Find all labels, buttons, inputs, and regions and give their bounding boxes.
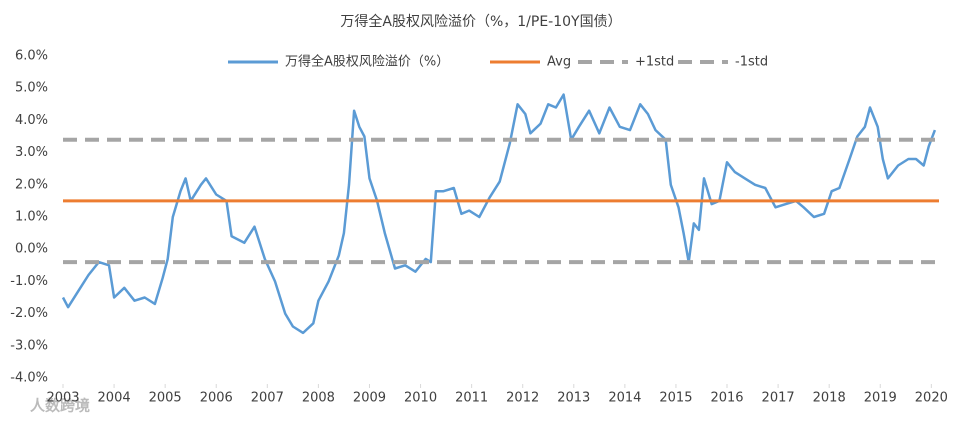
x-tick-label: 2006	[200, 391, 233, 406]
y-tick-label: -2.0%	[10, 306, 48, 321]
x-tick-label: 2020	[915, 391, 948, 406]
y-tick-label: 4.0%	[15, 113, 48, 128]
series-line	[61, 93, 937, 335]
x-tick-label: 2019	[864, 391, 897, 406]
legend-label: +1std	[635, 55, 674, 70]
y-tick-label: 3.0%	[15, 145, 48, 160]
y-tick-label: -4.0%	[10, 371, 48, 386]
y-tick-label: 2.0%	[15, 177, 48, 192]
x-tick-label: 2015	[659, 391, 692, 406]
y-tick-label: 5.0%	[15, 81, 48, 96]
y-tick-label: 6.0%	[15, 49, 48, 64]
legend-label: -1std	[735, 55, 768, 70]
x-tick-label: 2008	[302, 391, 335, 406]
x-tick-label: 2014	[608, 391, 641, 406]
y-tick-label: -1.0%	[10, 274, 48, 289]
x-tick-label: 2011	[455, 391, 488, 406]
x-tick-label: 2003	[46, 391, 79, 406]
x-tick-label: 2012	[506, 391, 539, 406]
x-tick-label: 2005	[149, 391, 182, 406]
y-tick-label: 0.0%	[15, 242, 48, 257]
chart-title: 万得全A股权风险溢价（%，1/PE-10Y国债）	[340, 13, 621, 30]
x-tick-label: 2013	[557, 391, 590, 406]
x-tick-label: 2004	[98, 391, 131, 406]
x-tick-label: 2017	[762, 391, 795, 406]
x-tick-label: 2016	[710, 391, 743, 406]
watermark: 人数跨境	[30, 397, 90, 415]
legend-label: 万得全A股权风险溢价（%）	[285, 54, 449, 70]
y-tick-label: -3.0%	[10, 338, 48, 353]
x-tick-label: 2018	[813, 391, 846, 406]
x-tick-label: 2009	[353, 391, 386, 406]
x-tick-label: 2010	[404, 391, 437, 406]
legend-label: Avg	[547, 55, 571, 70]
y-tick-label: 1.0%	[15, 210, 48, 225]
x-tick-label: 2007	[251, 391, 284, 406]
